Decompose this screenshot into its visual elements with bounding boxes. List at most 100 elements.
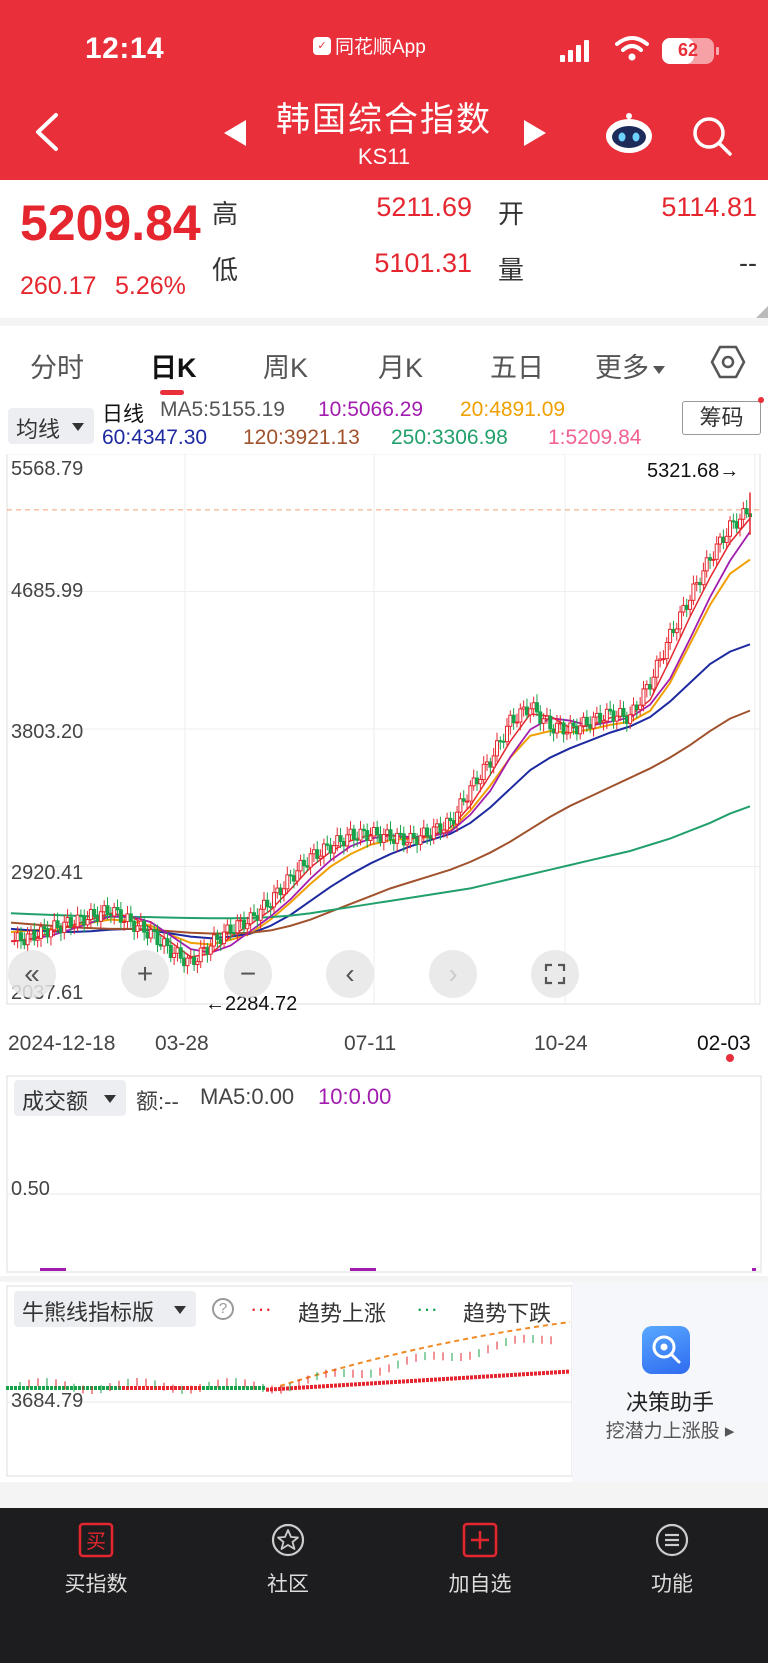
price-change: 260.17	[20, 272, 97, 300]
nav-add-watchlist[interactable]: 加自选	[384, 1508, 576, 1618]
back-button[interactable]	[34, 112, 60, 152]
next-index-button[interactable]	[524, 120, 546, 146]
trend-dot	[30, 1386, 33, 1390]
candle-body	[438, 823, 443, 834]
candle-body	[261, 899, 266, 910]
candle-body	[508, 714, 513, 727]
trend-dot	[298, 1385, 301, 1390]
candle-body	[102, 905, 107, 913]
bottom-nav: 买 买指数 社区 加自选 功能	[0, 1508, 768, 1663]
candle-body	[668, 628, 673, 644]
candle-body	[441, 829, 446, 834]
trend-dot	[482, 1374, 485, 1379]
candle-body	[281, 888, 286, 896]
tab-weekly-k[interactable]: 周K	[263, 353, 309, 383]
quote-panel: 5209.84 260.17 5.26% 高 5211.69 低 5101.31…	[0, 180, 768, 318]
trend-dot	[394, 1379, 397, 1384]
robot-assistant-icon[interactable]	[603, 112, 655, 156]
ma-selector[interactable]: 均线	[8, 408, 94, 444]
candle-body	[118, 909, 123, 923]
candle-body	[418, 835, 423, 845]
trend-dot	[58, 1386, 61, 1390]
trend-dot	[210, 1386, 213, 1390]
candle-body	[242, 919, 247, 930]
candle-body	[128, 913, 133, 922]
trend-dot	[494, 1373, 497, 1378]
candle-body	[85, 919, 90, 926]
decision-assistant-icon[interactable]	[642, 1326, 690, 1374]
fullscreen-button[interactable]	[531, 950, 579, 998]
candle-body	[548, 715, 553, 730]
kline-chart[interactable]	[0, 454, 768, 1014]
candle-body	[554, 722, 559, 734]
zoom-in-button[interactable]: +	[121, 950, 169, 998]
trend-dot	[254, 1386, 257, 1390]
candle-body	[331, 845, 336, 854]
trend-dot	[330, 1383, 333, 1388]
chip-distribution-button[interactable]: 筹码	[682, 401, 761, 435]
trend-dot	[250, 1386, 253, 1390]
trend-dot	[310, 1385, 313, 1389]
trend-dot	[150, 1386, 153, 1390]
trend-dot	[566, 1369, 569, 1374]
tab-five-day[interactable]: 五日	[490, 353, 544, 383]
ma-selector-label: 均线	[16, 417, 61, 442]
expand-corner-icon[interactable]	[756, 306, 768, 318]
zoom-out-button[interactable]: −	[224, 950, 272, 998]
candle-body	[584, 716, 589, 726]
candle-body	[38, 926, 43, 939]
trend-dot	[22, 1386, 25, 1390]
candle-body	[365, 830, 370, 841]
candle-body	[734, 521, 739, 529]
trend-dot	[282, 1386, 285, 1391]
candle-body	[591, 716, 596, 729]
tab-more[interactable]: 更多	[595, 346, 665, 385]
trend-dot	[186, 1386, 189, 1390]
nav-functions[interactable]: 功能	[576, 1508, 768, 1618]
trend-dot	[110, 1386, 113, 1390]
volume-selector[interactable]: 成交额	[14, 1080, 126, 1116]
decision-subtitle-text: 挖潜力上涨股	[605, 1421, 720, 1442]
ma-line-ma120	[10, 709, 751, 935]
decision-assistant-card[interactable]	[572, 1282, 768, 1482]
decision-title[interactable]: 决策助手	[625, 1390, 714, 1415]
candle-body	[142, 920, 147, 933]
trend-dot	[558, 1370, 561, 1375]
x-tick-label: 2024-12-18	[8, 1032, 116, 1055]
trend-dot	[106, 1386, 109, 1390]
prev-index-button[interactable]	[224, 120, 246, 146]
trend-dot	[378, 1380, 381, 1385]
help-icon[interactable]: ?	[212, 1298, 234, 1320]
trend-dot	[230, 1386, 233, 1390]
candle-body	[325, 843, 330, 846]
scroll-to-start-button[interactable]: «	[8, 950, 56, 998]
y-tick-label: 3803.20	[11, 721, 84, 743]
scroll-left-button[interactable]: ‹	[326, 950, 374, 998]
trend-dot	[338, 1383, 341, 1388]
tab-daily-k[interactable]: 日K	[150, 353, 197, 383]
tab-intraday[interactable]: 分时	[30, 353, 84, 383]
candle-body	[405, 842, 410, 846]
scroll-right-button[interactable]: ›	[429, 950, 477, 998]
candle-body	[411, 832, 416, 838]
search-button[interactable]	[690, 114, 734, 158]
trend-dot	[474, 1375, 477, 1380]
candle-body	[358, 828, 363, 841]
nav-buy-index[interactable]: 买 买指数	[0, 1508, 192, 1618]
candle-body	[391, 839, 396, 844]
candle-body	[35, 937, 40, 941]
tab-monthly-k[interactable]: 月K	[378, 353, 424, 383]
candle-body	[698, 582, 703, 586]
candle-body	[95, 914, 100, 922]
decision-subtitle[interactable]: 挖潜力上涨股 ▸	[605, 1421, 735, 1442]
trend-dot	[50, 1386, 53, 1390]
trend-dot	[238, 1386, 241, 1390]
candle-body	[271, 892, 276, 908]
settings-gear-icon[interactable]	[710, 344, 746, 380]
candle-body	[611, 710, 616, 722]
candle-body	[335, 835, 340, 847]
nav-community[interactable]: 社区	[192, 1508, 384, 1618]
battery-icon: 62	[662, 38, 719, 64]
bull-bear-selector[interactable]: 牛熊线指标版	[14, 1291, 196, 1327]
candle-body	[148, 929, 153, 939]
